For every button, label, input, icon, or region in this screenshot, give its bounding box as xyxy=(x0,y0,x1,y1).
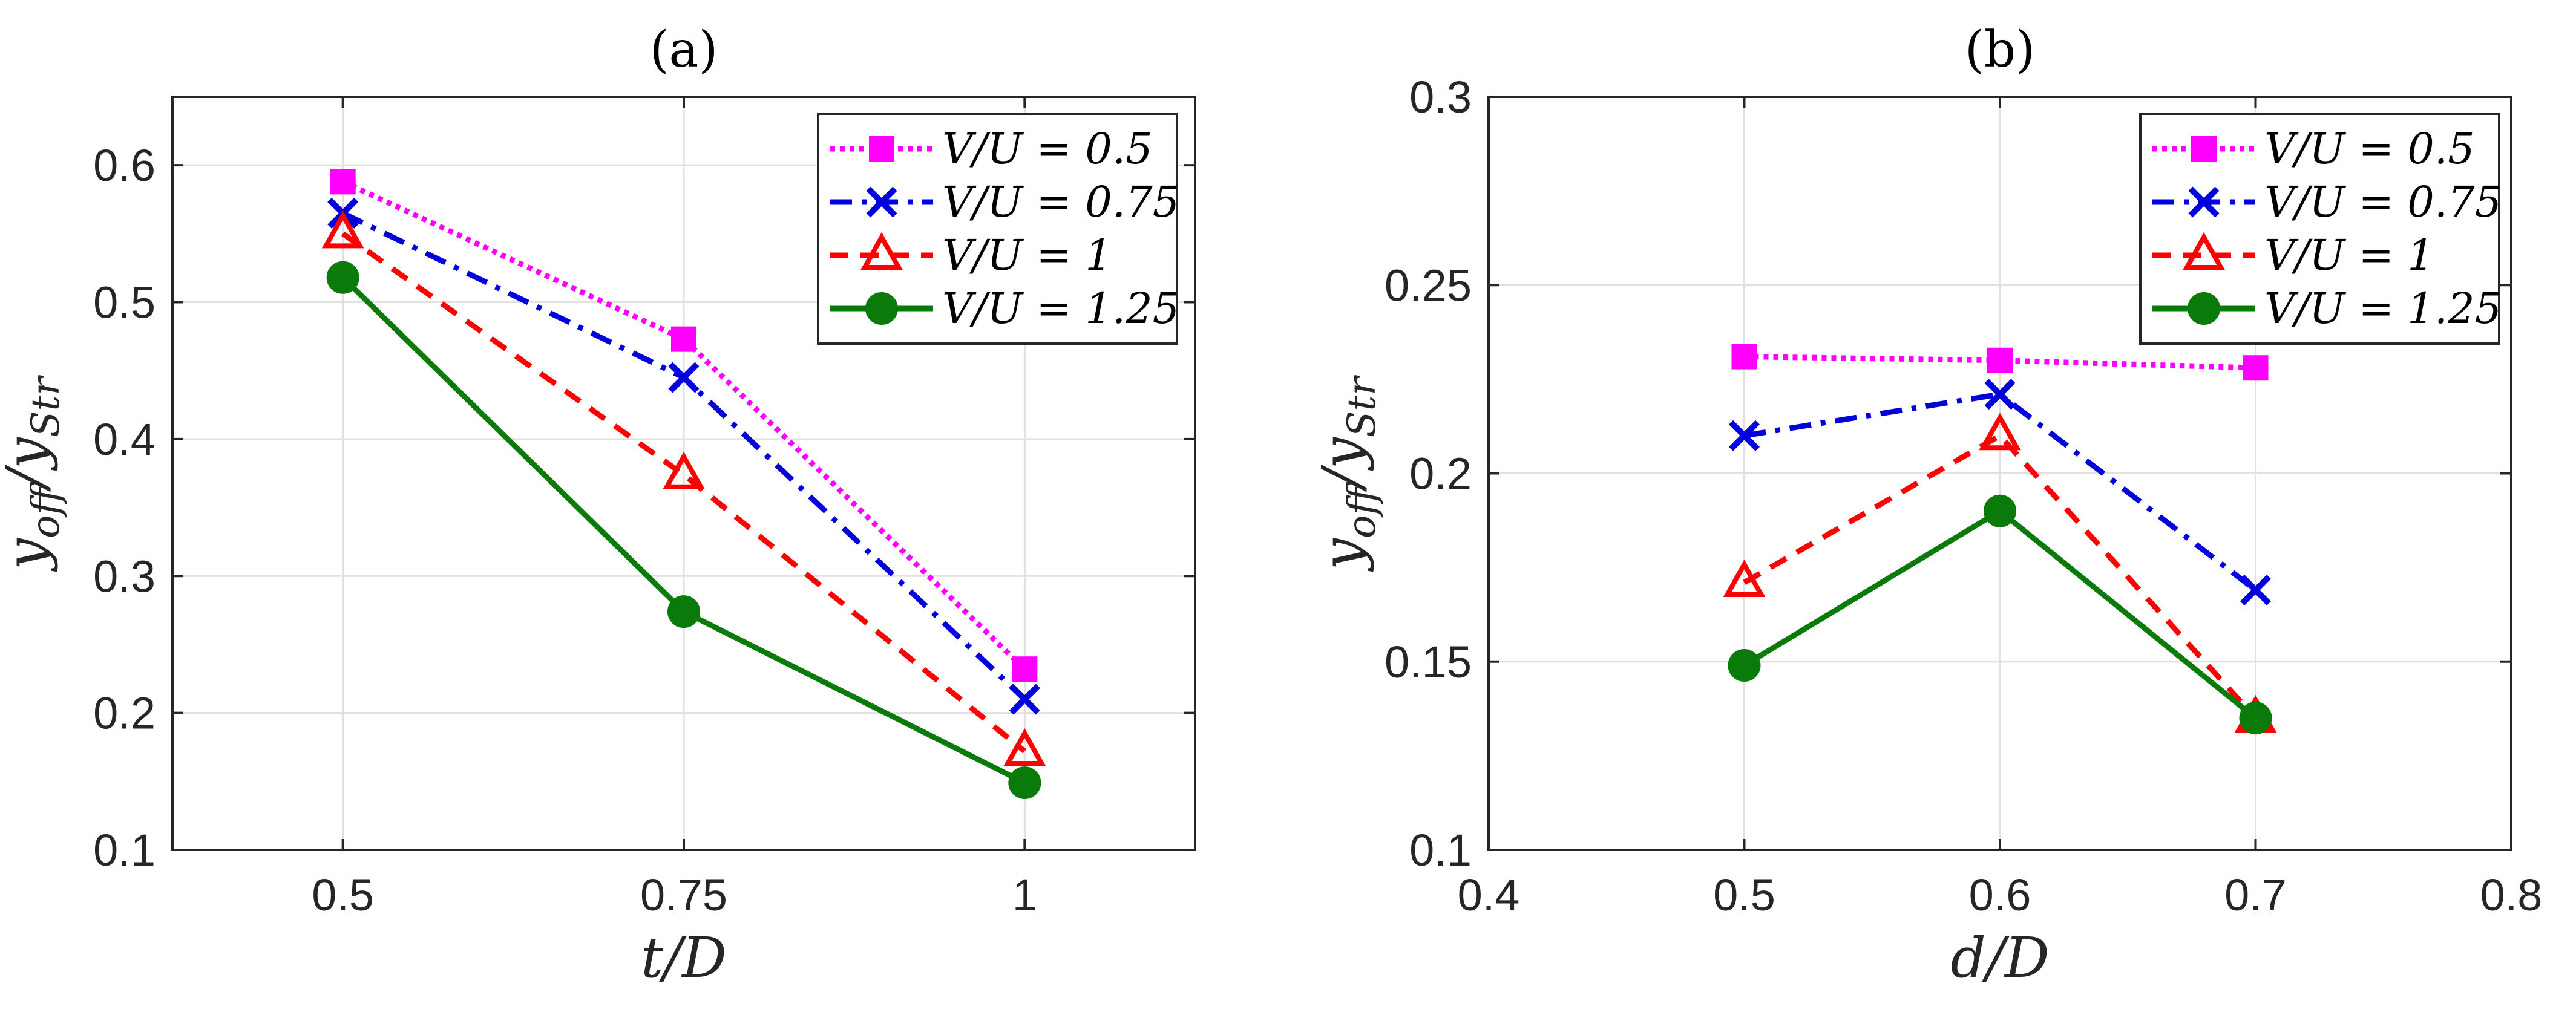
y-axis-title: yoff/yStr xyxy=(1310,375,1385,572)
legend-marker xyxy=(2188,186,2220,218)
data-point xyxy=(1723,559,1766,598)
legend: V/U = 0.5V/U = 0.75V/U = 1V/U = 1.25 xyxy=(2139,113,2502,345)
x-tick-label: 0.75 xyxy=(640,870,727,920)
chart-panel-a: 0.5 0.75 1 0.1 0.2 0.3 0.4 0.5 0.6 (a) t/D yoff/ySt… xyxy=(0,21,1196,990)
data-point xyxy=(326,261,359,294)
panel-title: (b) xyxy=(1965,21,2035,79)
data-point xyxy=(1012,656,1038,682)
legend-label: V/U = 1 xyxy=(2264,230,2434,280)
data-point xyxy=(667,595,700,628)
data-point xyxy=(321,211,364,249)
x-tick-label: 0.6 xyxy=(1969,870,2031,920)
y-tick-label: 0.6 xyxy=(93,140,156,191)
y-tick-label: 0.3 xyxy=(1409,72,1472,122)
legend-label: V/U = 0.75 xyxy=(2264,177,2502,227)
y-tick-label: 0.3 xyxy=(93,551,156,601)
legend-item: V/U = 0.5 xyxy=(2152,124,2475,174)
series-3 xyxy=(321,211,1046,766)
y-tick-label: 0.2 xyxy=(1409,449,1472,499)
legend-item: V/U = 0.75 xyxy=(2152,177,2502,227)
data-point xyxy=(1984,379,2016,410)
y-tick-label: 0.1 xyxy=(1409,825,1472,875)
y-tick-label: 0.4 xyxy=(93,414,156,465)
x-tick-label: 0.4 xyxy=(1458,870,1520,920)
data-point xyxy=(2243,355,2269,381)
x-axis-title: d/D xyxy=(1950,925,2050,990)
series-line xyxy=(1743,432,2258,720)
series-2 xyxy=(1728,379,2272,606)
data-point xyxy=(330,169,356,195)
legend-label: V/U = 0.5 xyxy=(2264,124,2475,174)
series-4 xyxy=(1728,494,2272,735)
x-tick-label: 0.8 xyxy=(2480,870,2543,920)
data-point xyxy=(1009,684,1040,715)
legend-marker xyxy=(869,136,894,162)
legend-item: V/U = 0.75 xyxy=(830,177,1179,227)
series-2 xyxy=(327,197,1040,715)
y-tick-label: 0.25 xyxy=(1385,260,1472,310)
panel-title: (a) xyxy=(650,21,718,79)
x-axis-title: t/D xyxy=(641,925,727,990)
legend-label: V/U = 1 xyxy=(942,230,1112,280)
y-axis-title: yoff/yStr xyxy=(0,375,68,572)
y-tick-label: 0.2 xyxy=(93,688,156,739)
legend: V/U = 0.5V/U = 0.75V/U = 1V/U = 1.25 xyxy=(817,113,1179,345)
data-point xyxy=(1728,648,1761,682)
legend-label: V/U = 1.25 xyxy=(942,284,1179,333)
legend-marker xyxy=(2191,136,2217,162)
x-tick-label: 0.5 xyxy=(312,870,374,920)
legend-label: V/U = 1.25 xyxy=(2264,284,2502,333)
x-tick-label: 1 xyxy=(1012,870,1037,920)
x-tick-label: 0.7 xyxy=(2224,870,2287,920)
series-line xyxy=(1743,391,2258,593)
data-point xyxy=(1987,347,2013,373)
legend-marker xyxy=(860,232,903,270)
y-tick-label: 0.15 xyxy=(1385,637,1472,687)
x-tick-label: 0.5 xyxy=(1713,870,1775,920)
legend-item: V/U = 1.25 xyxy=(2152,284,2502,333)
data-point xyxy=(1979,413,2021,451)
data-point xyxy=(663,451,705,489)
legend-marker xyxy=(2188,292,2220,325)
series-line xyxy=(341,179,1027,671)
legend-item: V/U = 0.5 xyxy=(830,124,1153,174)
legend-marker xyxy=(866,186,897,218)
series-line xyxy=(341,231,1027,754)
y-tick-label: 0.1 xyxy=(93,825,156,875)
chart-panel-b: 0.4 0.5 0.6 0.7 0.8 0.1 0.15 0.2 0.25 0.3 (b) d/D yo… xyxy=(1310,21,2542,990)
data-point xyxy=(668,362,700,393)
series-1 xyxy=(330,169,1038,682)
data-point xyxy=(1984,494,2016,527)
data-point xyxy=(1003,728,1046,766)
series-1 xyxy=(1731,344,2269,381)
legend-marker xyxy=(865,292,898,325)
series-4 xyxy=(326,261,1041,800)
data-point xyxy=(671,326,696,352)
data-point xyxy=(2239,702,2272,735)
y-tick-label: 0.5 xyxy=(93,278,156,328)
data-point xyxy=(1008,766,1041,800)
legend-label: V/U = 0.5 xyxy=(942,124,1153,174)
data-point xyxy=(2240,574,2272,606)
legend-item: V/U = 1.25 xyxy=(830,284,1179,333)
legend-item: V/U = 1 xyxy=(2152,230,2434,280)
data-point xyxy=(1731,344,1757,370)
legend-label: V/U = 0.75 xyxy=(942,177,1179,227)
legend-item: V/U = 1 xyxy=(830,230,1112,280)
data-point xyxy=(1728,420,1760,451)
legend-marker xyxy=(2183,232,2225,270)
